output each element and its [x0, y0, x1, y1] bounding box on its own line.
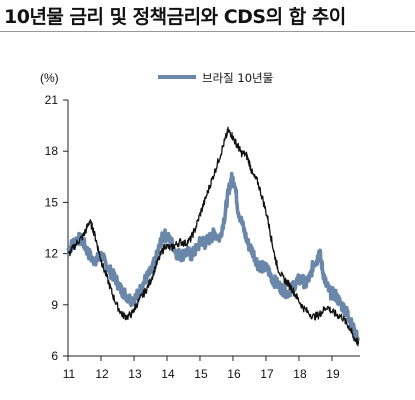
series-group: [66, 126, 360, 347]
y-tick-label: 18: [45, 144, 59, 158]
x-tick-label: 17: [260, 367, 274, 381]
x-tick-label: 11: [63, 367, 76, 381]
x-tick-label: 16: [227, 367, 241, 381]
x-tick-label: 15: [194, 367, 208, 381]
axes-group: 6 9 12 15 18 21 11 12 13 14 15 16 17 18 19: [45, 93, 360, 381]
title-underline: [0, 31, 415, 32]
series-line-black: [67, 126, 360, 347]
series-line-brazil-10y: [66, 171, 360, 343]
y-axis-unit-label: (%): [40, 71, 59, 85]
x-tick-label: 18: [293, 367, 307, 381]
chart-title: 10년물 금리 및 정책금리와 CDS의 합 추이: [4, 6, 346, 28]
legend: 브라질 10년물: [158, 71, 273, 85]
y-tick-label: 6: [51, 349, 58, 363]
y-tick-label: 21: [45, 93, 59, 107]
legend-label-brazil-10y: 브라질 10년물: [202, 71, 273, 85]
y-tick-label: 15: [45, 195, 59, 209]
x-tick-label: 13: [128, 367, 142, 381]
y-tick-label: 9: [51, 298, 58, 312]
x-tick-label: 19: [326, 367, 340, 381]
y-tick-label: 12: [45, 247, 59, 261]
x-tick-label: 14: [161, 367, 175, 381]
x-tick-label: 12: [95, 367, 109, 381]
